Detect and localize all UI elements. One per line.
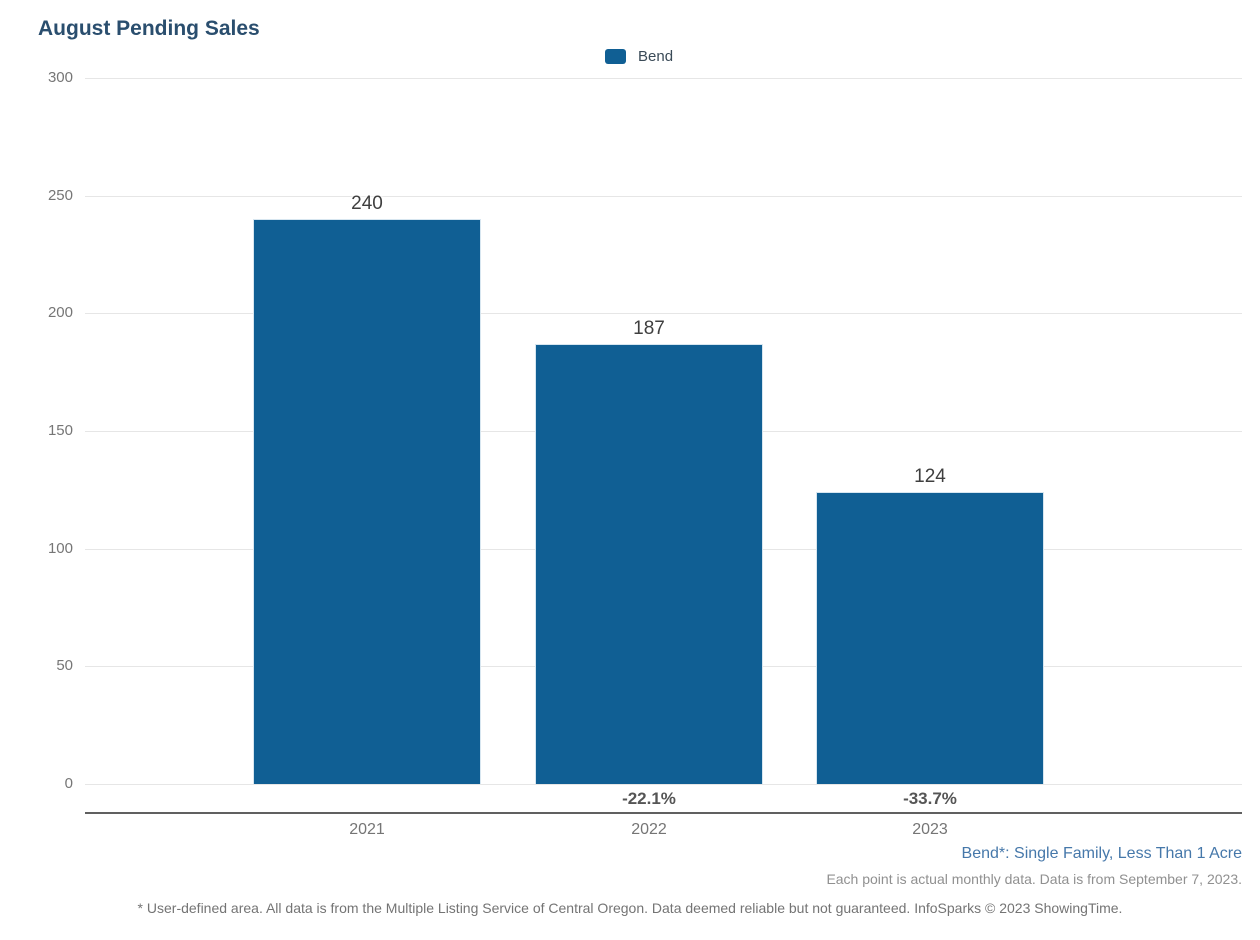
y-tick-label-50: 50: [56, 657, 73, 675]
bar-value-label-2023: 124: [914, 466, 946, 488]
footnote-data-source: Each point is actual monthly data. Data …: [826, 871, 1242, 887]
y-tick-label-100: 100: [47, 539, 73, 557]
legend-swatch-icon: [605, 49, 626, 64]
x-category-row: 2021 2022 2023: [85, 821, 1242, 843]
bar-2022[interactable]: [535, 343, 763, 784]
y-tick-label-200: 200: [47, 304, 73, 322]
bar-2023[interactable]: [816, 492, 1044, 784]
gridline-y-200: [85, 313, 1242, 315]
footnote-disclaimer: * User-defined area. All data is from th…: [137, 900, 1123, 916]
y-tick-label-0: 0: [64, 775, 73, 792]
pct-change-label-2022: -22.1%: [622, 789, 676, 808]
gridline-y-250: [85, 195, 1242, 197]
bar-value-label-2022: 187: [633, 317, 665, 339]
y-tick-label-250: 250: [47, 186, 73, 204]
x-category-label-2023: 2023: [912, 821, 948, 838]
x-category-label-2022: 2022: [631, 821, 667, 838]
bar-2021[interactable]: [253, 219, 481, 784]
y-tick-label-300: 300: [47, 69, 73, 86]
footnote-series-definition: Bend*: Single Family, Less Than 1 Acre: [961, 845, 1242, 862]
pct-change-label-2023: -33.7%: [903, 789, 957, 808]
pct-change-row: -22.1% -33.7%: [85, 789, 1242, 811]
legend-item-bend[interactable]: Bend: [605, 48, 673, 65]
plot-area: 240 187 124: [85, 78, 1242, 785]
gridline-y-300: [85, 78, 1242, 79]
legend-label: Bend: [638, 48, 674, 65]
gridline-y-0: [85, 784, 1242, 785]
x-axis-line: [85, 812, 1242, 814]
chart-title: August Pending Sales: [38, 17, 260, 40]
y-tick-label-150: 150: [47, 422, 73, 439]
x-category-label-2021: 2021: [349, 821, 385, 838]
bar-value-label-2021: 240: [351, 193, 383, 215]
